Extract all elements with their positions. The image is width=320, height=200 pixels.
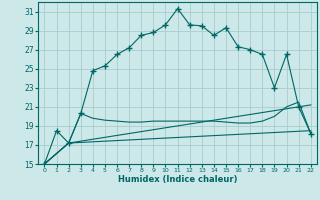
X-axis label: Humidex (Indice chaleur): Humidex (Indice chaleur) [118,175,237,184]
